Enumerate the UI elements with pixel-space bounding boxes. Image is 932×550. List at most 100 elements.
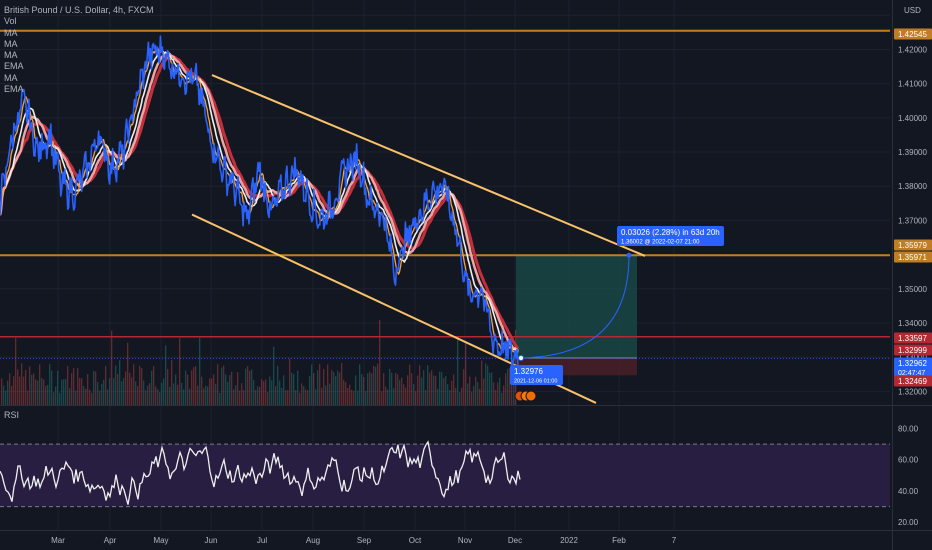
volume-bar	[29, 366, 31, 405]
volume-bar	[501, 392, 503, 405]
volume-bar	[159, 392, 161, 405]
point-label-box	[510, 365, 563, 385]
volume-bar	[103, 379, 105, 405]
volume-bar	[383, 373, 385, 405]
volume-bar	[497, 382, 499, 405]
volume-bar	[87, 374, 89, 405]
volume-bar	[511, 374, 513, 405]
ma-white-line	[0, 50, 519, 353]
volume-bar	[89, 389, 91, 405]
volume-bar	[341, 363, 343, 405]
volume-bar	[11, 385, 13, 405]
price-tag-label: 1.32962	[898, 359, 927, 368]
volume-bar	[323, 369, 325, 405]
volume-bars	[1, 319, 517, 405]
volume-bar	[415, 390, 417, 405]
volume-bar	[329, 383, 331, 405]
volume-bar	[445, 376, 447, 405]
volume-bar	[365, 391, 367, 405]
price-tag-label: 1.42545	[898, 30, 927, 39]
volume-bar	[507, 368, 509, 405]
volume-bar	[217, 364, 219, 405]
volume-bar	[441, 372, 443, 405]
time-axis[interactable]: Mar Apr May Jun Jul Aug Sep Oct Nov Dec 2022 Feb 7	[51, 536, 677, 545]
volume-bar	[125, 371, 127, 405]
volume-bar	[101, 383, 103, 405]
volume-bar	[401, 377, 403, 405]
volume-bar	[479, 388, 481, 405]
volume-bar	[209, 378, 211, 405]
volume-bar	[81, 378, 83, 405]
price-axis[interactable]: USD 1.42000 1.41000 1.40000 1.39000 1.38000 1.…	[894, 6, 932, 396]
volume-bar	[431, 370, 433, 405]
volume-bar	[37, 380, 39, 405]
legend-ema-1[interactable]: EMA	[4, 61, 24, 72]
volume-bar	[211, 378, 213, 405]
volume-bar	[349, 384, 351, 405]
volume-bar	[139, 365, 141, 405]
volume-bar	[135, 381, 137, 405]
volume-bar	[73, 368, 75, 405]
volume-bar	[189, 388, 191, 405]
legend-ma-4[interactable]: MA	[4, 72, 18, 83]
volume-bar	[421, 377, 423, 405]
volume-bar	[343, 379, 345, 405]
price-tag	[894, 357, 932, 378]
volume-bar	[225, 374, 227, 405]
ma-pink-line	[0, 51, 519, 352]
time-tick-label: Apr	[104, 536, 117, 545]
volume-bar	[249, 370, 251, 405]
volume-bar	[399, 380, 401, 405]
price-tag-label: 1.35979	[898, 241, 927, 250]
volume-bar	[471, 391, 473, 405]
volume-bar	[311, 364, 313, 405]
legend-ma-1[interactable]: MA	[4, 27, 18, 38]
volume-bar	[133, 364, 135, 405]
volume-bar	[419, 365, 421, 405]
volume-bar	[177, 384, 179, 405]
volume-bar	[67, 366, 69, 405]
volume-bar	[165, 345, 167, 405]
price-tag	[894, 239, 932, 251]
volume-bar	[301, 383, 303, 405]
volume-bar	[191, 370, 193, 405]
price-tag-label: 1.32469	[898, 377, 927, 386]
volume-bar	[141, 368, 143, 405]
volume-bar	[459, 391, 461, 405]
volume-bar	[181, 382, 183, 405]
volume-bar	[283, 375, 285, 405]
volume-bar	[179, 338, 181, 405]
volume-bar	[223, 365, 225, 405]
symbol-title[interactable]: British Pound / U.S. Dollar, 4h, FXCM	[4, 5, 154, 15]
legend-ma-2[interactable]: MA	[4, 38, 18, 49]
volume-bar	[257, 386, 259, 405]
volume-bar	[155, 386, 157, 405]
legend-ma-3[interactable]: MA	[4, 50, 18, 61]
volume-bar	[105, 365, 107, 405]
volume-bar	[487, 365, 489, 405]
projection-origin-dot	[518, 354, 524, 361]
horizontal-levels[interactable]	[0, 29, 890, 359]
volume-bar	[485, 363, 487, 405]
volume-bar	[327, 364, 329, 405]
volume-bar	[227, 381, 229, 405]
annotations[interactable]: 0.03026 (2.28%) in 63d 20h 1.36002 @ 2022…	[510, 226, 724, 402]
volume-bar	[75, 390, 77, 405]
volume-bar	[131, 377, 133, 405]
volume-bar	[243, 389, 245, 405]
volume-bar	[91, 392, 93, 405]
legend-ema-2[interactable]: EMA	[4, 84, 24, 95]
legend-vol[interactable]: Vol	[4, 16, 17, 27]
volume-bar	[263, 381, 265, 405]
volume-bar	[417, 375, 419, 405]
volume-bar	[273, 346, 275, 405]
volume-bar	[145, 390, 147, 405]
volume-bar	[137, 386, 139, 405]
rsi-label[interactable]: RSI	[4, 410, 20, 420]
projection-label-box	[617, 226, 724, 246]
volume-bar	[453, 374, 455, 405]
price-line	[0, 35, 519, 368]
volume-bar	[475, 376, 477, 405]
volume-bar	[287, 390, 289, 405]
